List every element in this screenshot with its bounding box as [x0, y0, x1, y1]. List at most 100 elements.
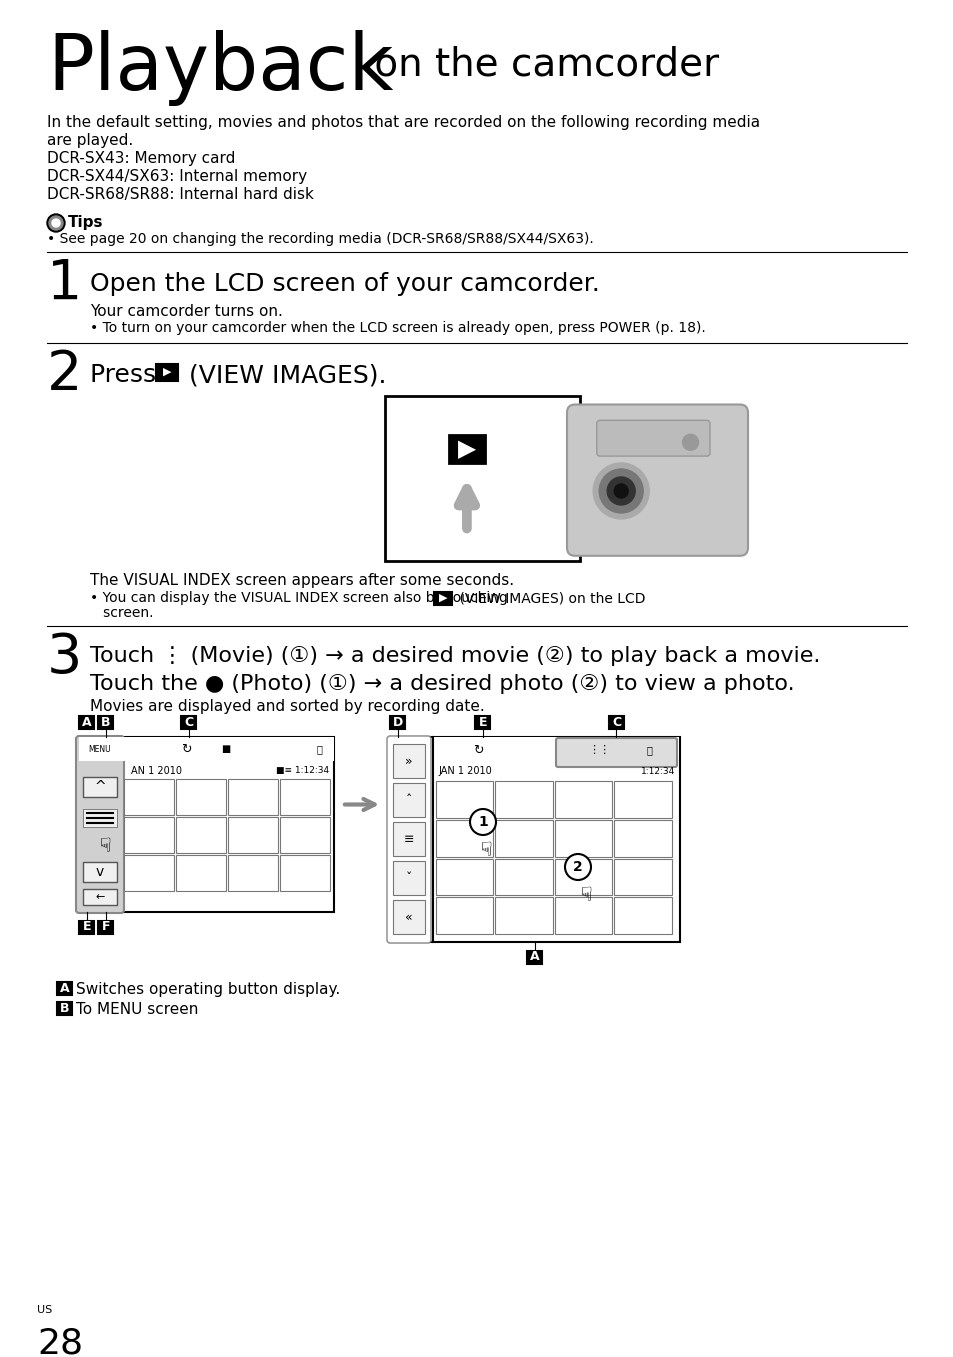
Text: 1: 1: [477, 816, 487, 829]
Circle shape: [593, 463, 649, 518]
FancyBboxPatch shape: [436, 897, 493, 934]
FancyBboxPatch shape: [155, 364, 177, 380]
FancyBboxPatch shape: [82, 740, 118, 757]
Text: ☞: ☞: [473, 840, 492, 858]
FancyBboxPatch shape: [387, 735, 431, 943]
FancyBboxPatch shape: [555, 820, 612, 856]
Text: ≡: ≡: [403, 833, 414, 845]
Text: ↻: ↻: [473, 744, 483, 756]
FancyBboxPatch shape: [79, 737, 334, 912]
FancyBboxPatch shape: [390, 715, 405, 729]
Circle shape: [52, 218, 60, 227]
FancyBboxPatch shape: [555, 897, 612, 934]
FancyBboxPatch shape: [98, 920, 113, 934]
Text: ▶: ▶: [162, 366, 171, 377]
FancyBboxPatch shape: [175, 817, 226, 854]
FancyBboxPatch shape: [614, 782, 671, 818]
Text: ˇ: ˇ: [405, 873, 412, 885]
Circle shape: [598, 470, 642, 513]
Circle shape: [49, 216, 63, 229]
Text: To MENU screen: To MENU screen: [76, 1001, 198, 1016]
Text: B: B: [101, 715, 111, 729]
FancyBboxPatch shape: [495, 897, 553, 934]
FancyBboxPatch shape: [556, 738, 677, 767]
Text: C: C: [184, 715, 193, 729]
FancyBboxPatch shape: [555, 859, 612, 896]
FancyBboxPatch shape: [390, 737, 679, 942]
FancyBboxPatch shape: [597, 421, 709, 456]
Text: Your camcorder turns on.: Your camcorder turns on.: [90, 304, 283, 319]
Text: v: v: [95, 864, 104, 879]
FancyBboxPatch shape: [436, 820, 493, 856]
Text: E: E: [478, 715, 487, 729]
Text: Playback: Playback: [47, 30, 393, 106]
FancyBboxPatch shape: [83, 778, 117, 797]
FancyBboxPatch shape: [449, 434, 484, 463]
Text: • You can display the VISUAL INDEX screen also by touching: • You can display the VISUAL INDEX scree…: [90, 592, 512, 605]
FancyBboxPatch shape: [124, 779, 173, 816]
Text: 2: 2: [573, 860, 582, 874]
FancyBboxPatch shape: [495, 859, 553, 896]
FancyBboxPatch shape: [79, 920, 94, 934]
FancyBboxPatch shape: [436, 859, 493, 896]
FancyBboxPatch shape: [434, 737, 679, 759]
Text: AN 1 2010: AN 1 2010: [131, 765, 182, 776]
Circle shape: [564, 854, 590, 879]
FancyBboxPatch shape: [608, 715, 623, 729]
Text: (VIEW IMAGES).: (VIEW IMAGES).: [181, 364, 386, 387]
Text: ^: ^: [94, 780, 106, 794]
Circle shape: [606, 476, 635, 505]
FancyBboxPatch shape: [83, 889, 117, 905]
FancyBboxPatch shape: [98, 715, 113, 729]
FancyBboxPatch shape: [175, 855, 226, 892]
FancyBboxPatch shape: [393, 822, 424, 856]
Text: B: B: [60, 1001, 70, 1015]
Circle shape: [47, 214, 65, 232]
Text: are played.: are played.: [47, 133, 133, 148]
FancyBboxPatch shape: [76, 735, 124, 913]
FancyBboxPatch shape: [228, 779, 277, 816]
Text: ☞: ☞: [573, 885, 592, 902]
FancyBboxPatch shape: [124, 817, 173, 854]
FancyBboxPatch shape: [393, 783, 424, 817]
Text: ←: ←: [95, 892, 105, 902]
Text: JAN 1 2010: JAN 1 2010: [437, 765, 491, 776]
Text: • See page 20 on changing the recording media (DCR-SR68/SR88/SX44/SX63).: • See page 20 on changing the recording …: [47, 232, 593, 246]
Text: screen.: screen.: [90, 607, 153, 620]
Text: 1:12:34: 1:12:34: [640, 767, 675, 775]
FancyBboxPatch shape: [527, 950, 542, 963]
FancyBboxPatch shape: [555, 782, 612, 818]
Text: Movies are displayed and sorted by recording date.: Movies are displayed and sorted by recor…: [90, 699, 484, 714]
Text: Switches operating button display.: Switches operating button display.: [76, 982, 340, 997]
Text: 2: 2: [47, 347, 82, 402]
FancyBboxPatch shape: [79, 715, 94, 729]
Text: (VIEW IMAGES) on the LCD: (VIEW IMAGES) on the LCD: [455, 592, 645, 605]
FancyBboxPatch shape: [57, 981, 72, 995]
Text: ⋮⋮: ⋮⋮: [587, 745, 609, 754]
FancyBboxPatch shape: [393, 900, 424, 934]
Text: DCR-SX44/SX63: Internal memory: DCR-SX44/SX63: Internal memory: [47, 170, 307, 185]
FancyBboxPatch shape: [280, 817, 330, 854]
FancyBboxPatch shape: [124, 855, 173, 892]
FancyBboxPatch shape: [436, 782, 493, 818]
Text: US: US: [37, 1305, 52, 1315]
Text: DCR-SR68/SR88: Internal hard disk: DCR-SR68/SR88: Internal hard disk: [47, 187, 314, 202]
FancyBboxPatch shape: [385, 396, 579, 560]
Text: DCR-SX43: Memory card: DCR-SX43: Memory card: [47, 151, 235, 166]
FancyBboxPatch shape: [614, 820, 671, 856]
FancyBboxPatch shape: [79, 737, 334, 761]
Text: Tips: Tips: [68, 214, 103, 229]
Text: ■: ■: [221, 744, 231, 754]
FancyBboxPatch shape: [393, 860, 424, 896]
FancyBboxPatch shape: [175, 779, 226, 816]
FancyBboxPatch shape: [495, 820, 553, 856]
Text: A: A: [60, 981, 70, 995]
Circle shape: [681, 434, 698, 451]
Text: ▶: ▶: [457, 437, 476, 461]
FancyBboxPatch shape: [83, 862, 117, 882]
FancyBboxPatch shape: [57, 1001, 72, 1015]
FancyBboxPatch shape: [434, 592, 452, 604]
Text: ☞: ☞: [92, 836, 112, 854]
Text: The VISUAL INDEX screen appears after some seconds.: The VISUAL INDEX screen appears after so…: [90, 573, 514, 588]
Circle shape: [470, 809, 496, 835]
